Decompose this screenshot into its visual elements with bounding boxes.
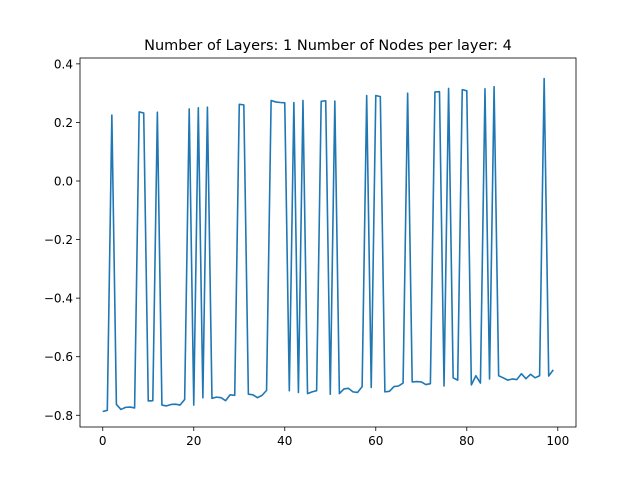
y-tick-label: −0.8 xyxy=(44,409,73,423)
axes-frame xyxy=(79,57,577,428)
x-tick-label: 0 xyxy=(99,434,107,448)
y-tick-label: −0.6 xyxy=(44,350,73,364)
y-tick-label: −0.4 xyxy=(44,292,73,306)
x-tick-label: 20 xyxy=(186,434,201,448)
x-tick-label: 100 xyxy=(546,434,569,448)
plot-area xyxy=(102,77,554,413)
y-tick-label: 0.0 xyxy=(54,175,73,189)
x-tick-label: 60 xyxy=(368,434,383,448)
y-tick-label: −0.2 xyxy=(44,233,73,247)
y-tick-label: 0.4 xyxy=(54,57,73,71)
chart-title: Number of Layers: 1 Number of Nodes per … xyxy=(144,38,512,54)
x-tick-label: 80 xyxy=(459,434,474,448)
axes: 0 20 40 60 80 100 −0.8 −0.6 −0.4 −0.2 0.0 0.2 0.4 xyxy=(44,57,577,448)
y-tick-label: 0.2 xyxy=(54,116,73,130)
series-line-1 xyxy=(102,77,554,413)
x-tick-label: 40 xyxy=(277,434,292,448)
